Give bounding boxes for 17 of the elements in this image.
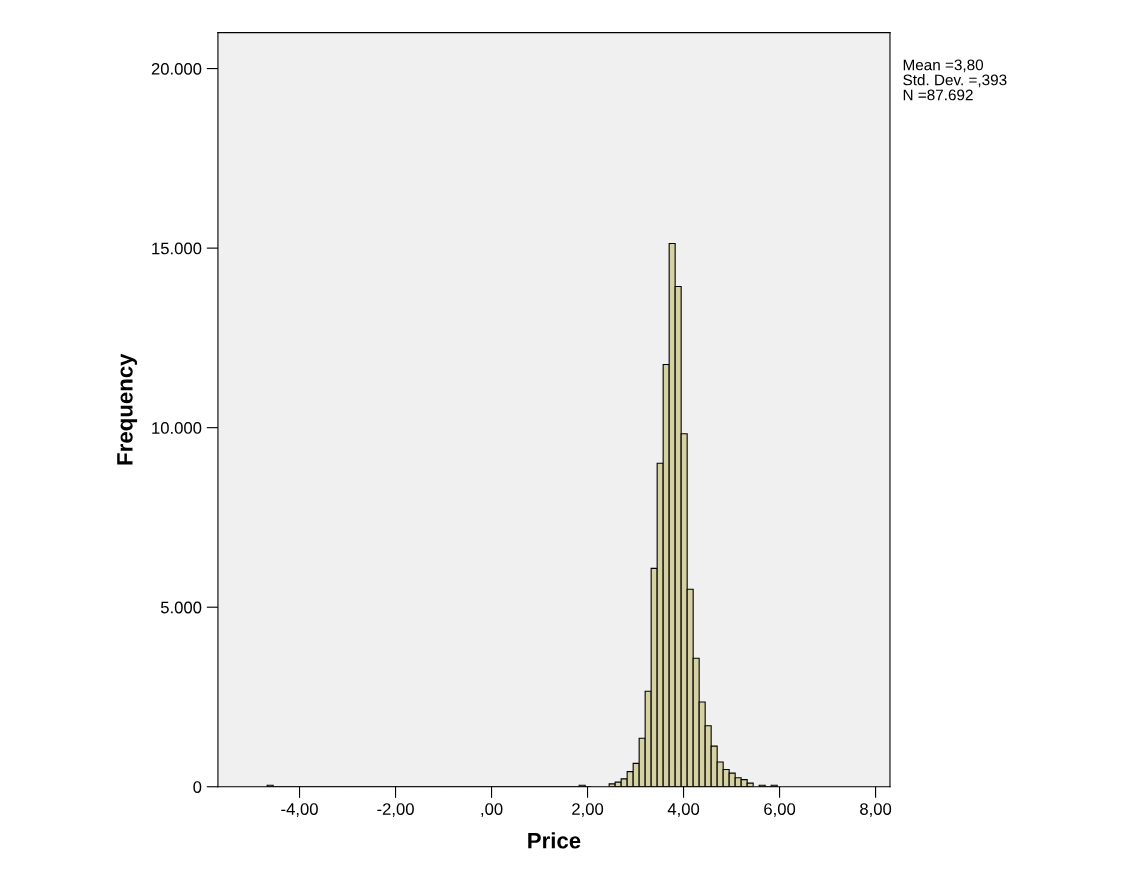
y-tick-label: 5.000 [160,601,202,614]
x-tick-label: ,00 [481,803,503,817]
text: N =87.692 [903,89,973,101]
x-tick-label: 6,00 [764,803,796,817]
x-tick-label: 4,00 [667,803,700,817]
y-tick-label: 10.000 [152,422,202,434]
y-tick-label: 15.000 [152,242,202,255]
y-tick-label: 0 [193,781,202,793]
x-tick-label: 2,00 [572,803,604,817]
y-tick-label: 20.000 [151,62,202,75]
text: Mean =3,80 [903,59,984,73]
x-axis-title: Price [528,832,581,849]
x-tick-label: -4,00 [281,803,318,817]
y-axis-title: Frequency [117,353,138,465]
x-tick-label: -2,00 [377,803,414,817]
x-tick-label: 8,00 [860,803,892,817]
text: Std. Dev. =,393 [903,74,1007,88]
